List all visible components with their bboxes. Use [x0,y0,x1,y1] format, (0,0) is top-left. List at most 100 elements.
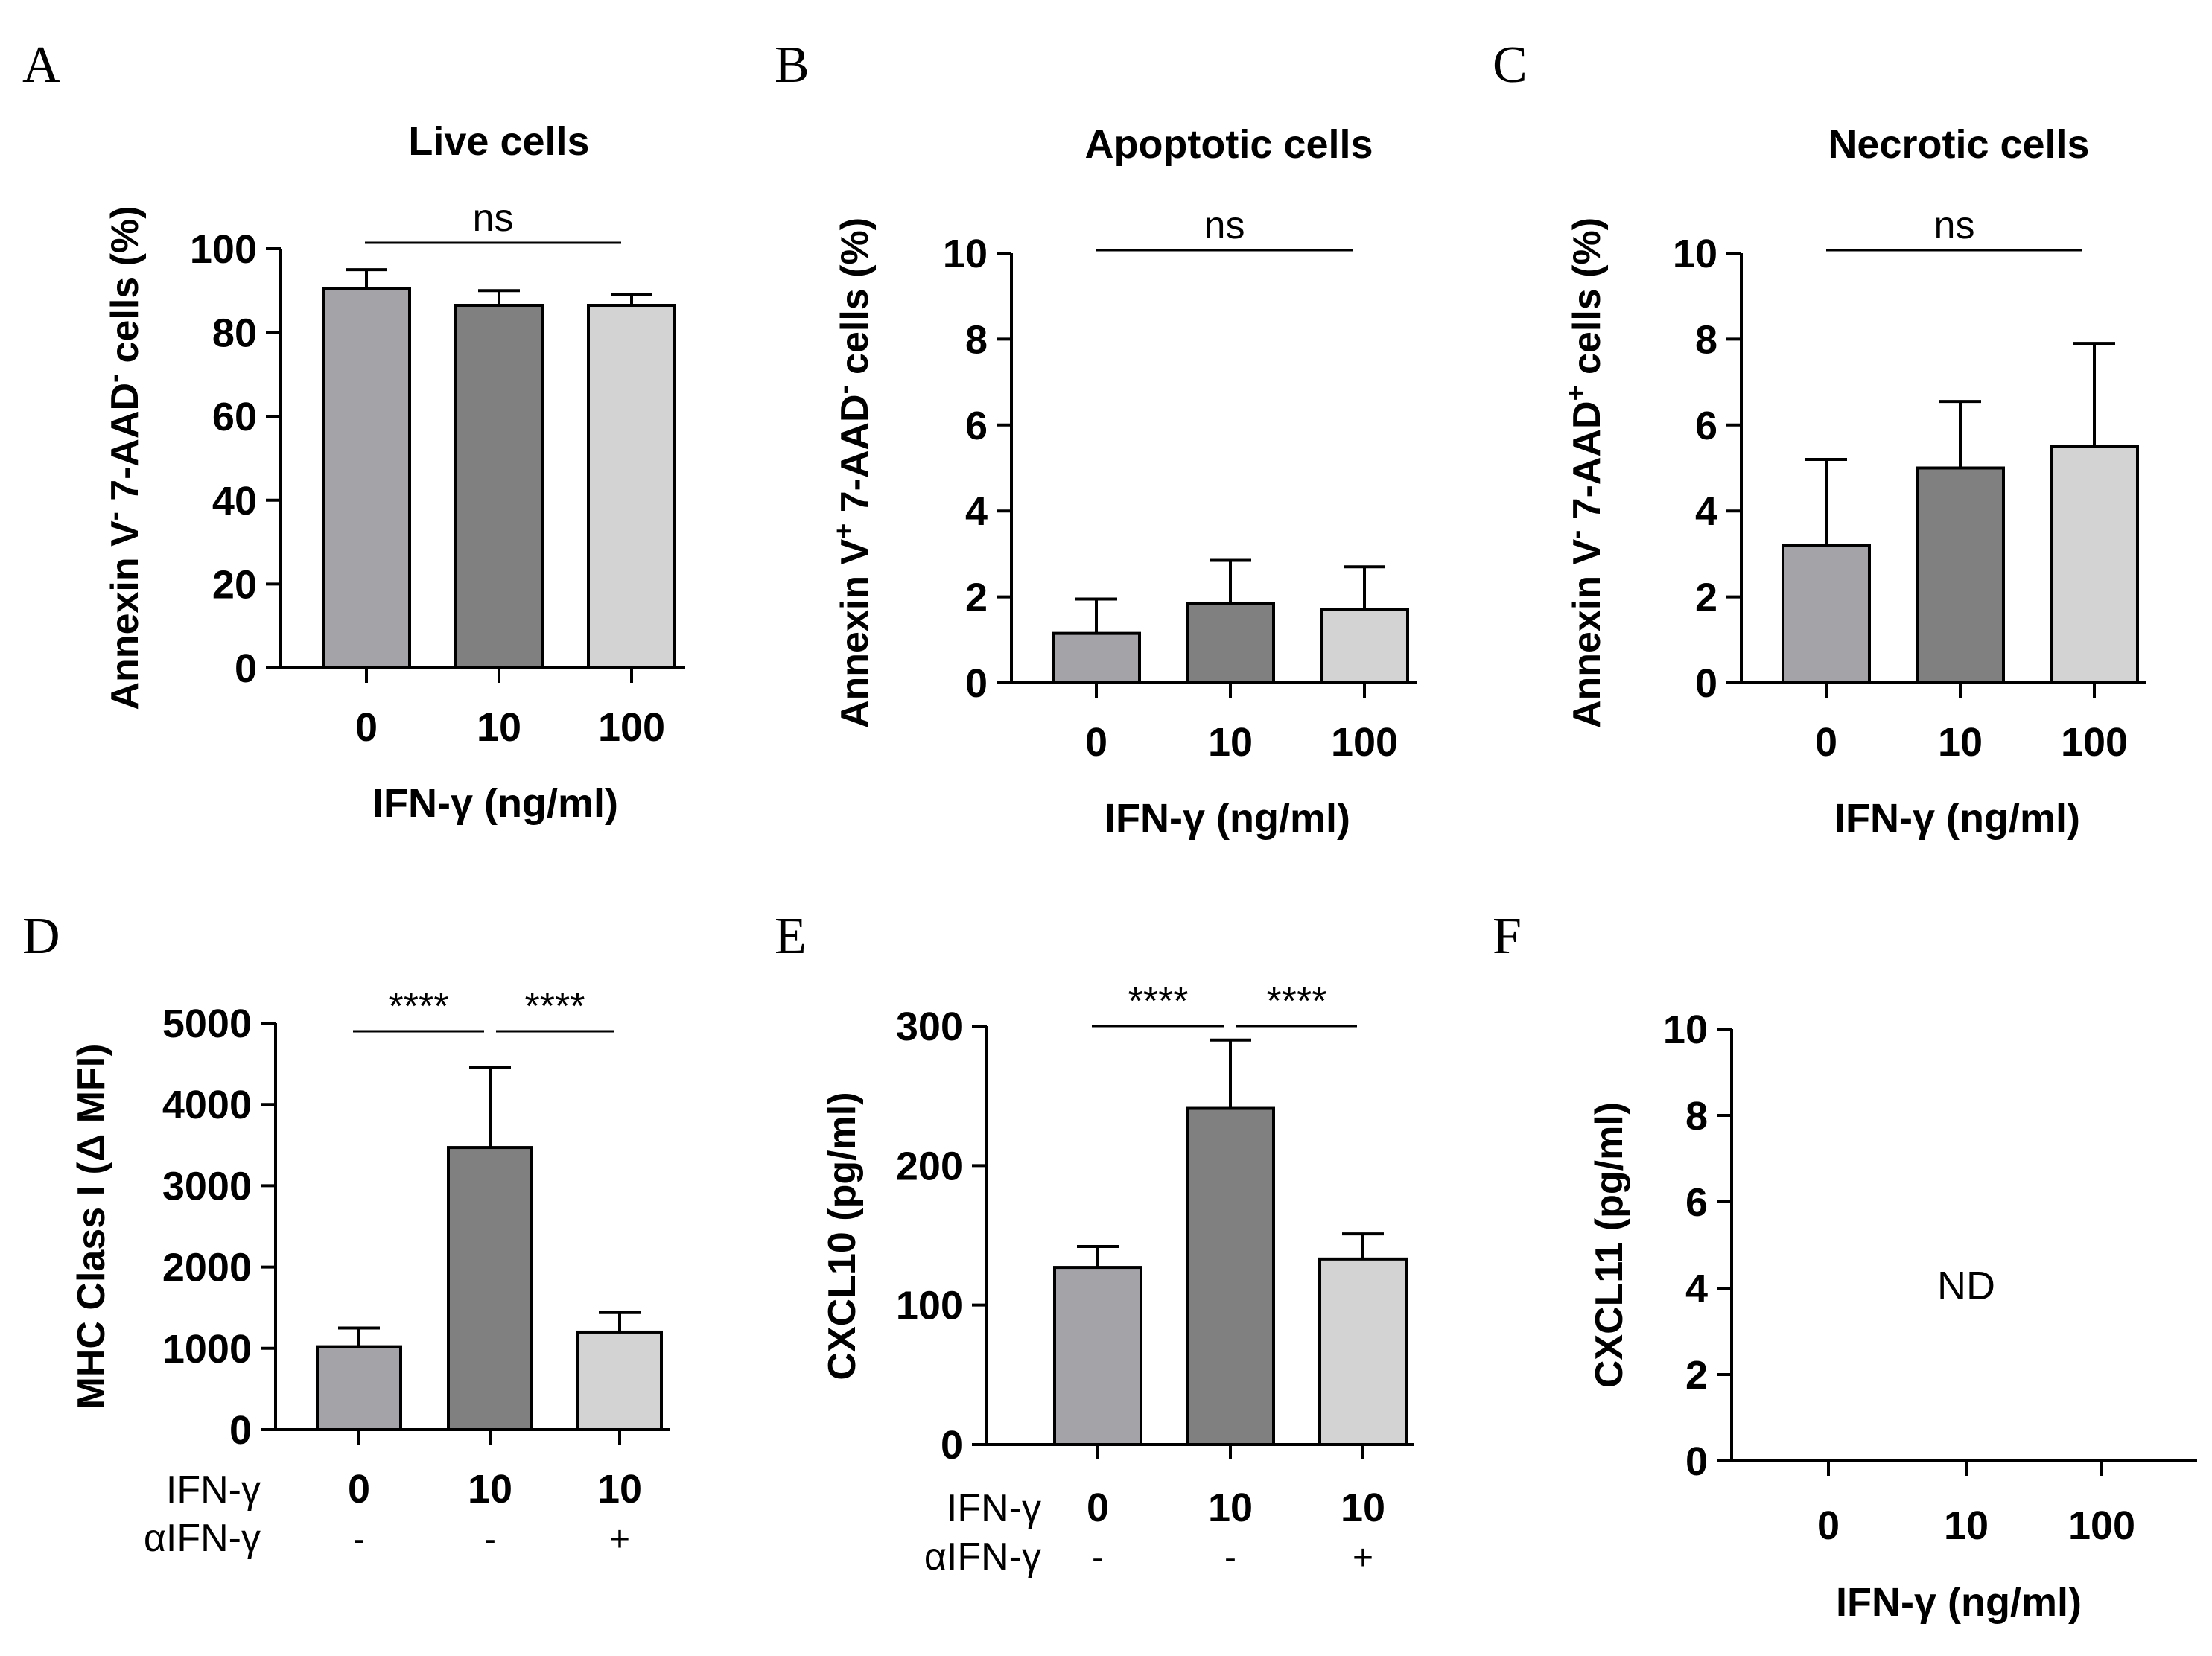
y-tick-label: 6 [1695,404,1717,448]
y-tick-label: 6 [965,404,988,448]
x-tick-label: 10 [1208,1485,1253,1530]
bar [1318,1257,1408,1447]
x-tick-label: 10 [477,705,521,750]
x-tick-label: 10 [468,1467,512,1512]
row-label-anti-ifn: αIFN-γ [144,1517,261,1560]
y-tick-label: 8 [1695,317,1717,362]
panel-letter: D [22,908,60,965]
row-label-ifn: IFN-γ [166,1468,261,1512]
bar [322,287,411,669]
chart-panel-e: E 0 100 200 300 0 10 10 IFN-γ αIFN-γ - - + CXCL10 (pg… [775,908,1414,1579]
y-tick-label: 2 [965,576,988,620]
treatment-sign: + [1353,1538,1373,1578]
significance-label: ns [1204,204,1245,247]
panel-letter: E [775,908,807,965]
bar [1916,466,2005,684]
treatment-sign: - [353,1520,365,1559]
chart-panel-d: D 0 1000 2000 3000 4000 5000 0 10 10 IFN-γ αIFN-γ - -… [22,908,670,1560]
superscript: - [98,374,129,383]
x-tick-label: 100 [598,705,665,750]
y-axis-label-part: cells (%) [104,206,147,373]
x-tick-label: 10 [1341,1485,1385,1530]
y-axis-label-part: 7-AAD [1566,401,1609,529]
y-tick-label: 0 [941,1423,963,1468]
chart-title: Live cells [408,119,589,164]
bar [454,304,544,669]
y-tick-label: 8 [965,317,988,362]
y-tick-label: 0 [1685,1439,1708,1484]
y-axis-label-part: Annexin V [104,520,147,710]
significance-label: ns [1934,204,1975,247]
significance-label: **** [1267,980,1327,1023]
y-tick-label: 40 [212,479,257,523]
y-tick-label: 4000 [162,1083,252,1127]
y-axis-label: Annexin V- 7-AAD+ cells (%) [1560,217,1609,728]
bar [1052,631,1141,685]
panel-letter: C [1493,36,1528,94]
x-tick-label: 100 [1331,720,1398,765]
y-axis-label-part: Annexin V [1566,538,1609,728]
y-tick-label: 0 [235,646,257,691]
bar [576,1330,663,1431]
x-tick-label: 0 [1817,1503,1840,1548]
x-tick-label: 10 [597,1467,642,1512]
y-tick-label: 0 [965,661,988,706]
panel-letter: B [775,36,810,94]
y-tick-label: 80 [212,311,257,356]
y-tick-label: 4 [1695,489,1717,534]
x-tick-label: 0 [1087,1485,1109,1530]
bar [1186,602,1275,685]
x-tick-label: 100 [2068,1503,2135,1548]
treatment-sign: - [484,1520,496,1559]
y-tick-label: 100 [190,227,257,272]
chart-panel-a: A Live cells 0 20 40 60 80 100 0 10 100 IFN-γ (ng/m… [22,36,685,826]
x-tick-label: 10 [1944,1503,1989,1548]
treatment-sign: - [1092,1538,1104,1578]
y-axis-label-part: Annexin V [833,538,877,728]
y-axis-label-part: 7-AAD [833,394,877,523]
panel-letter: A [22,36,60,94]
y-axis-label: CXCL10 (pg/ml) [821,1092,864,1380]
y-axis-label: MHC Class I (Δ MFI) [70,1044,113,1410]
y-tick-label: 1000 [162,1327,252,1372]
row-label-anti-ifn: αIFN-γ [924,1535,1041,1579]
x-tick-label: 0 [1085,720,1107,765]
y-tick-label: 200 [896,1144,963,1188]
bar [447,1146,533,1432]
x-axis-label: IFN-γ (ng/ml) [1836,1580,2082,1625]
x-tick-label: 10 [1208,720,1253,765]
y-tick-label: 6 [1685,1180,1708,1225]
y-tick-label: 4 [1685,1267,1708,1311]
bar [1186,1106,1275,1446]
bar [316,1345,402,1431]
y-tick-label: 10 [1663,1007,1708,1052]
panel-letter: F [1493,908,1522,965]
treatment-sign: - [1224,1538,1236,1578]
x-tick-label: 0 [355,705,378,750]
y-axis-label: CXCL11 (pg/ml) [1588,1102,1631,1388]
chart-title: Apoptotic cells [1084,122,1373,167]
y-tick-label: 8 [1685,1094,1708,1138]
bar [1782,544,1871,684]
y-tick-label: 10 [943,232,988,276]
y-tick-label: 3000 [162,1164,252,1208]
bar [2050,445,2139,685]
significance-label: **** [1128,980,1189,1023]
x-axis-label: IFN-γ (ng/ml) [372,781,618,826]
y-tick-label: 10 [1673,232,1717,276]
y-tick-label: 60 [212,395,257,439]
y-tick-label: 4 [965,489,988,534]
not-detected-label: ND [1937,1264,1995,1308]
bar [1320,608,1409,684]
x-tick-label: 0 [348,1467,370,1512]
superscript: - [828,385,859,394]
treatment-sign: + [609,1520,630,1559]
y-tick-label: 0 [1695,661,1717,706]
y-tick-label: 0 [229,1408,252,1453]
superscript: - [98,512,129,520]
superscript: + [1560,385,1591,401]
x-axis-label: IFN-γ (ng/ml) [1834,796,2080,841]
